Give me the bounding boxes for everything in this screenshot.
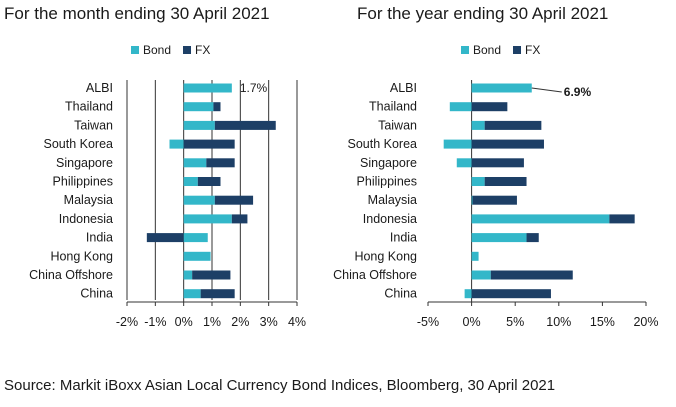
right-category-label: China Offshore: [333, 268, 417, 282]
left-legend-swatch-fx: [183, 46, 191, 54]
left-bar-bond: [183, 120, 215, 130]
right-x-tick-label: 20%: [633, 315, 658, 329]
right-x-tick-label: 15%: [590, 315, 615, 329]
left-category-label: Thailand: [65, 100, 113, 114]
left-category-label: China: [80, 287, 113, 301]
source-note: Source: Markit iBoxx Asian Local Currenc…: [4, 377, 556, 394]
right-bar-bond: [471, 120, 485, 130]
right-bar-bond: [471, 83, 532, 93]
right-category-label: Taiwan: [378, 118, 417, 132]
left-bar-bond: [183, 214, 232, 224]
right-bar-bond: [471, 270, 491, 280]
left-bar-bond: [183, 177, 198, 186]
left-bar-fx: [183, 139, 235, 149]
right-bar-bond: [464, 289, 472, 299]
right-bar-bond: [443, 139, 472, 149]
left-x-tick-label: -1%: [144, 315, 166, 329]
right-legend-swatch-bond: [461, 46, 469, 54]
right-legend-label-fx: FX: [525, 43, 540, 57]
right-bar-bond: [471, 195, 473, 205]
left-legend-label-bond: Bond: [143, 43, 171, 57]
left-bar-bond: [183, 158, 207, 168]
right-bar-fx: [484, 120, 542, 130]
left-category-label: Malaysia: [64, 193, 113, 207]
right-category-label: India: [390, 231, 417, 245]
left-category-label: Hong Kong: [50, 249, 113, 263]
left-x-tick-label: 2%: [231, 315, 249, 329]
left-category-label: India: [86, 231, 113, 245]
right-bar-bond: [471, 177, 485, 186]
right-legend-swatch-fx: [513, 46, 521, 54]
right-bar-bond: [471, 233, 527, 243]
right-category-label: China: [384, 287, 417, 301]
right-annotation-label: 6.9%: [564, 85, 592, 99]
right-bar-bond: [456, 158, 472, 168]
right-bar-fx: [471, 289, 551, 299]
left-bar-fx: [213, 102, 221, 112]
right-category-label: Singapore: [360, 156, 417, 170]
left-annotation-label: 1.7%: [240, 81, 268, 95]
left-bar-fx: [231, 214, 248, 224]
right-x-tick-label: 0%: [463, 315, 481, 329]
left-bar-fx: [200, 289, 235, 299]
right-bar-fx: [526, 233, 539, 243]
right-legend-label-bond: Bond: [473, 43, 501, 57]
right-category-label: Indonesia: [363, 212, 417, 226]
left-bar-bond: [183, 195, 215, 205]
right-category-label: Hong Kong: [354, 249, 417, 263]
right-bar-fx: [471, 139, 544, 149]
left-bar-fx: [214, 120, 276, 130]
left-x-tick-label: 0%: [175, 315, 193, 329]
left-bar-fx: [206, 158, 235, 168]
right-category-label: Philippines: [357, 175, 417, 189]
right-category-label: Malaysia: [368, 193, 417, 207]
left-bar-bond: [183, 83, 232, 93]
right-annotation-leader: [531, 87, 562, 93]
left-category-label: South Korea: [44, 137, 114, 151]
right-bar-fx: [484, 177, 527, 186]
left-chart-title: For the month ending 30 April 2021: [4, 4, 270, 23]
left-category-label: Philippines: [53, 175, 113, 189]
right-chart-title: For the year ending 30 April 2021: [357, 4, 609, 23]
right-bar-fx: [609, 214, 635, 224]
right-bar-fx: [471, 158, 524, 168]
left-bar-fx: [214, 195, 254, 205]
right-x-tick-label: 5%: [506, 315, 524, 329]
left-bar-bond: [183, 233, 208, 243]
left-x-tick-label: -2%: [116, 315, 138, 329]
left-bar-fx: [192, 270, 231, 280]
left-legend-label-fx: FX: [195, 43, 210, 57]
left-bar-fx: [146, 233, 184, 243]
left-bar-fx: [197, 177, 221, 186]
right-bar-fx: [471, 102, 508, 112]
right-bar-bond: [471, 214, 610, 224]
right-x-tick-label: -5%: [417, 315, 439, 329]
left-x-tick-label: 3%: [260, 315, 278, 329]
left-bar-bond: [169, 139, 184, 149]
right-bar-bond: [449, 102, 472, 112]
right-category-label: South Korea: [348, 137, 418, 151]
left-x-tick-label: 4%: [288, 315, 306, 329]
left-category-label: ALBI: [86, 81, 113, 95]
right-category-label: Thailand: [369, 100, 417, 114]
left-bar-bond: [183, 251, 211, 261]
left-category-label: Indonesia: [59, 212, 113, 226]
left-bar-bond: [183, 102, 214, 112]
right-bar-bond: [471, 251, 479, 261]
left-bar-bond: [183, 289, 201, 299]
right-bar-fx: [490, 270, 573, 280]
left-legend-swatch-bond: [131, 46, 139, 54]
right-bar-fx: [472, 195, 517, 205]
left-category-label: Taiwan: [74, 118, 113, 132]
left-category-label: China Offshore: [29, 268, 113, 282]
left-bar-bond: [183, 270, 193, 280]
right-x-tick-label: 10%: [546, 315, 571, 329]
right-category-label: ALBI: [390, 81, 417, 95]
left-category-label: Singapore: [56, 156, 113, 170]
left-x-tick-label: 1%: [203, 315, 221, 329]
